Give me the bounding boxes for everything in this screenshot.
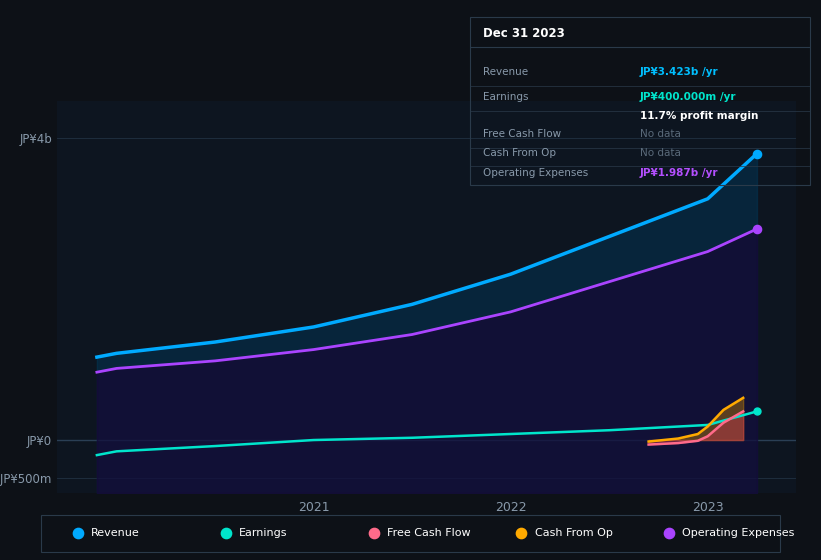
Point xyxy=(515,529,528,538)
Text: Free Cash Flow: Free Cash Flow xyxy=(387,529,470,538)
Point xyxy=(750,407,764,416)
Point xyxy=(663,529,676,538)
Text: Cash From Op: Cash From Op xyxy=(534,529,612,538)
Point xyxy=(750,225,764,234)
Point xyxy=(367,529,380,538)
Text: No data: No data xyxy=(640,129,681,139)
Text: Revenue: Revenue xyxy=(484,67,529,77)
Text: Cash From Op: Cash From Op xyxy=(484,148,557,158)
Text: Earnings: Earnings xyxy=(239,529,287,538)
Text: Revenue: Revenue xyxy=(91,529,140,538)
Text: 11.7% profit margin: 11.7% profit margin xyxy=(640,111,759,121)
Text: JP¥1.987b /yr: JP¥1.987b /yr xyxy=(640,168,718,178)
Text: JP¥3.423b /yr: JP¥3.423b /yr xyxy=(640,67,718,77)
Point xyxy=(71,529,85,538)
Text: JP¥400.000m /yr: JP¥400.000m /yr xyxy=(640,92,736,102)
Text: Free Cash Flow: Free Cash Flow xyxy=(484,129,562,139)
Text: Operating Expenses: Operating Expenses xyxy=(484,168,589,178)
Point xyxy=(750,149,764,158)
Text: Dec 31 2023: Dec 31 2023 xyxy=(484,27,565,40)
Text: Earnings: Earnings xyxy=(484,92,529,102)
Text: No data: No data xyxy=(640,148,681,158)
Text: Operating Expenses: Operating Expenses xyxy=(682,529,795,538)
Point xyxy=(219,529,232,538)
